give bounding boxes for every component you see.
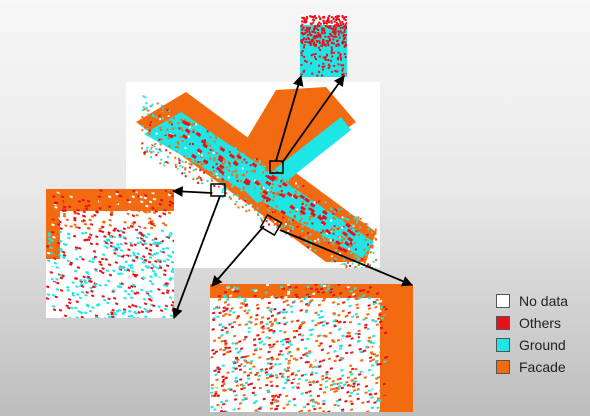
arrow-to-left-inset-top bbox=[171, 186, 213, 197]
overview-map-panel bbox=[126, 82, 380, 268]
arrow-to-bottom-inset-right bbox=[279, 229, 413, 287]
arrow-to-top-inset-right bbox=[281, 75, 345, 164]
arrow-to-left-inset-bottom bbox=[172, 195, 221, 320]
inset-bottom-point-cloud bbox=[210, 284, 413, 412]
arrow-to-bottom-inset-left bbox=[211, 225, 265, 287]
inset-bottom bbox=[210, 284, 413, 412]
legend-label: Ground bbox=[519, 337, 566, 353]
legend-item-others: Others bbox=[496, 312, 568, 334]
legend-item-ground: Ground bbox=[496, 334, 568, 356]
selection-box-bottom bbox=[259, 213, 283, 237]
selection-box-left bbox=[210, 183, 226, 197]
legend-item-no-data: No data bbox=[496, 290, 568, 312]
inset-top-point-cloud bbox=[300, 15, 347, 77]
arrow-to-top-inset-left bbox=[275, 74, 304, 162]
inset-top bbox=[300, 15, 347, 77]
legend-label: Facade bbox=[519, 359, 566, 375]
legend-swatch bbox=[496, 294, 510, 308]
legend-label: Others bbox=[519, 315, 562, 331]
legend-item-facade: Facade bbox=[496, 356, 568, 378]
inset-left-point-cloud bbox=[46, 189, 174, 318]
legend-swatch bbox=[496, 360, 510, 374]
legend-swatch bbox=[496, 316, 510, 330]
selection-box-top bbox=[269, 160, 284, 174]
legend: No data Others Ground Facade bbox=[496, 290, 568, 378]
legend-swatch bbox=[496, 338, 510, 352]
inset-left bbox=[46, 189, 174, 318]
overview-point-cloud bbox=[136, 87, 378, 268]
legend-label: No data bbox=[519, 293, 569, 309]
